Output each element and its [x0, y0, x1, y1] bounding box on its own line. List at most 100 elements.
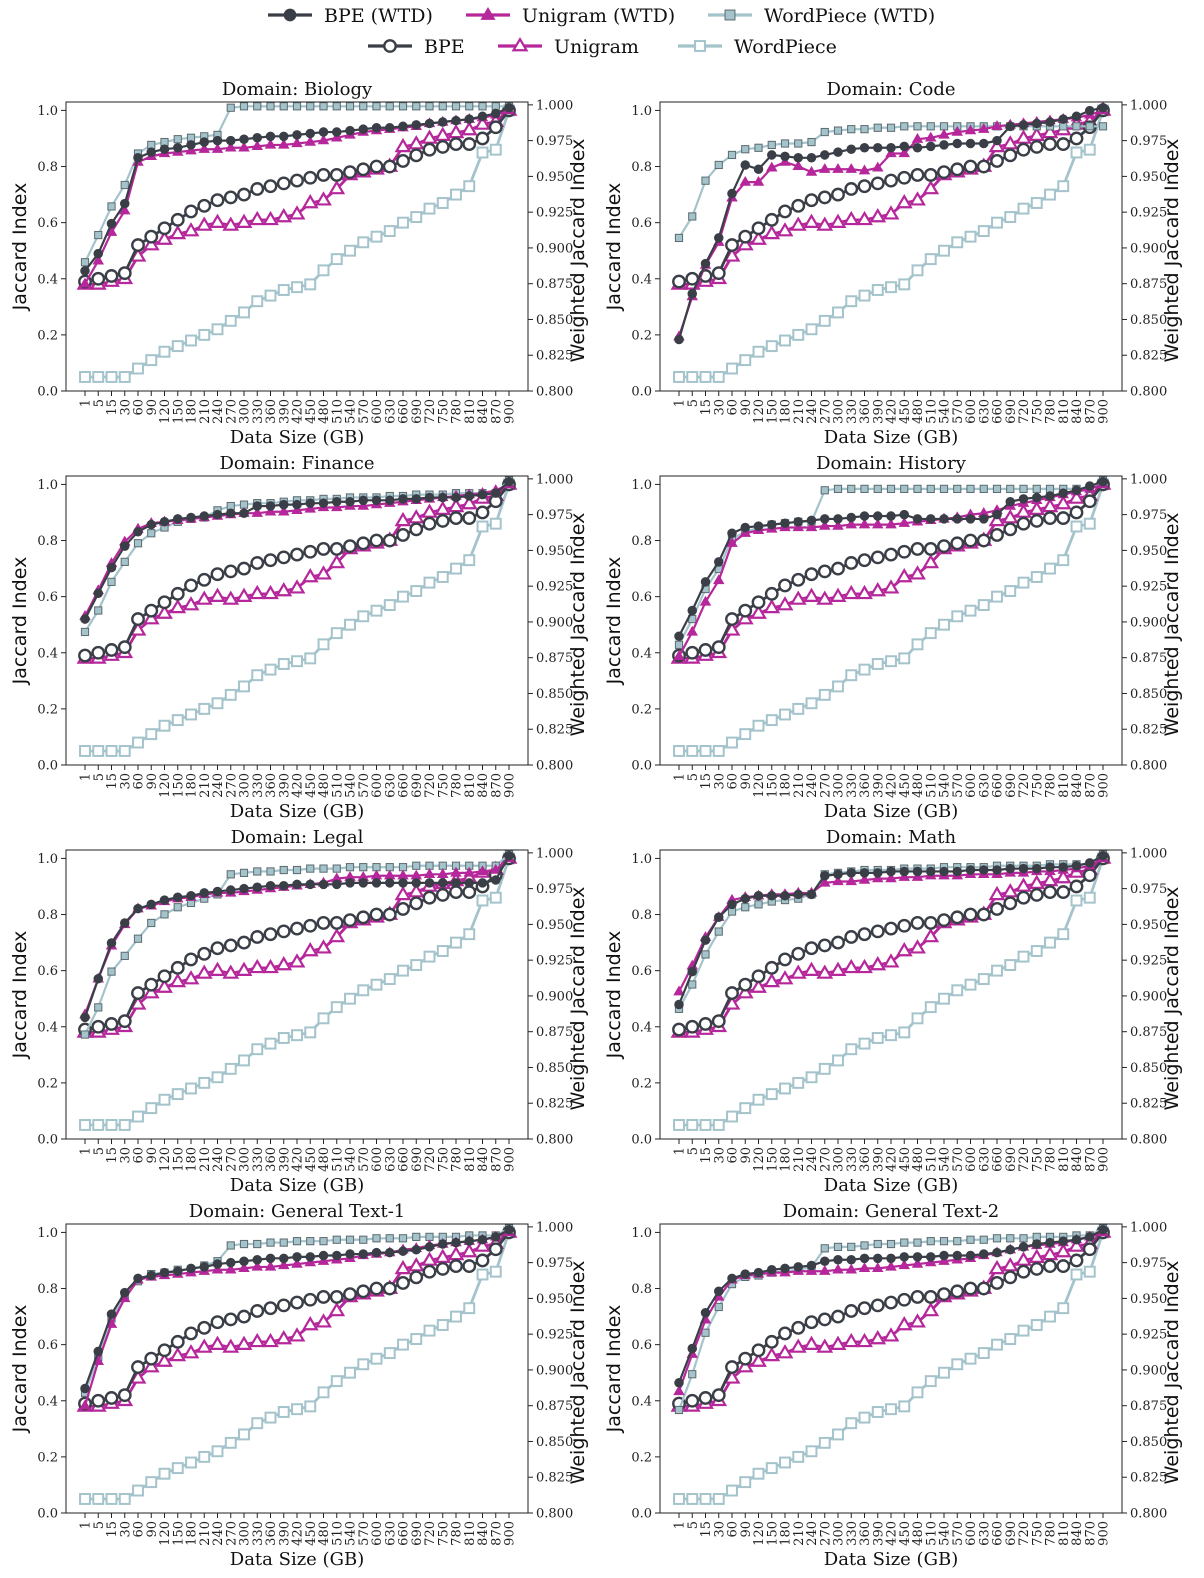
data-point-bpe-wtd	[872, 868, 883, 878]
data-point-wordpiece	[317, 638, 330, 651]
data-point-bpe	[857, 927, 872, 942]
data-point-bpe	[223, 564, 238, 579]
x-tick-label: 600	[370, 1521, 385, 1546]
data-point-wordpiece	[277, 1406, 290, 1418]
data-point-wordpiece-wtd	[319, 864, 328, 873]
x-tick-label: 420	[291, 1147, 306, 1172]
data-point-bpe	[1082, 1242, 1097, 1257]
data-point-wordpiece	[911, 1012, 924, 1025]
data-point-bpe	[290, 547, 304, 562]
series-wordpiece	[79, 1226, 515, 1505]
data-point-bpe	[817, 1312, 832, 1327]
data-point-bpe-wtd	[331, 879, 342, 890]
data-point-bpe-wtd	[925, 514, 936, 524]
data-point-unigram-wtd	[845, 163, 858, 173]
data-point-wordpiece	[739, 354, 752, 367]
x-tick-label: 840	[1070, 399, 1085, 424]
x-tick-label: 420	[885, 1521, 900, 1546]
x-tick-label: 1	[673, 1521, 688, 1529]
right-tick-label: 0.825	[536, 1471, 573, 1486]
data-point-wordpiece	[991, 216, 1003, 229]
data-point-bpe-wtd	[1018, 494, 1029, 504]
data-point-unigram	[209, 961, 226, 976]
legend-entry-bpe: BPE	[368, 36, 465, 58]
x-tick-label: 60	[726, 773, 741, 790]
data-point-wordpiece-wtd	[385, 1234, 394, 1243]
left-tick-label: 0.4	[631, 272, 652, 287]
data-point-wordpiece-wtd	[860, 125, 869, 134]
right-tick-label: 0.975	[536, 134, 573, 149]
legend-label-unigram: Unigram	[554, 36, 639, 58]
data-point-unigram	[882, 953, 900, 968]
data-point-unigram	[763, 224, 781, 240]
data-point-wordpiece	[924, 253, 937, 266]
data-point-wordpiece	[898, 652, 911, 665]
x-tick-label: 630	[977, 399, 992, 424]
data-point-bpe-wtd	[872, 511, 883, 521]
data-point-unigram-wtd	[476, 865, 489, 876]
x-tick-label: 270	[224, 399, 239, 424]
data-point-bpe-wtd	[225, 508, 236, 518]
data-point-wordpiece	[712, 1119, 725, 1131]
data-point-wordpiece-wtd	[239, 1239, 249, 1249]
data-point-unigram	[1054, 1243, 1072, 1258]
series-bpe-wtd	[80, 1224, 514, 1394]
data-point-unigram	[803, 961, 820, 976]
data-point-wordpiece	[211, 697, 224, 710]
data-point-bpe-wtd	[1031, 118, 1042, 129]
data-point-wordpiece-wtd	[239, 868, 249, 877]
data-point-bpe	[131, 1360, 145, 1375]
x-tick-label: 30	[712, 1521, 727, 1538]
data-point-bpe	[435, 139, 450, 154]
data-point-bpe-wtd	[1018, 120, 1029, 130]
data-point-unigram-wtd	[211, 143, 224, 153]
left-tick-label: 0.6	[631, 1338, 652, 1353]
data-point-unigram	[803, 1335, 820, 1350]
data-point-wordpiece-wtd	[253, 1239, 262, 1249]
data-point-wordpiece	[1030, 571, 1043, 583]
data-point-bpe-wtd	[925, 141, 936, 152]
data-point-wordpiece	[991, 590, 1003, 603]
data-point-bpe-wtd	[384, 122, 395, 133]
data-point-bpe	[157, 969, 172, 984]
x-tick-label: 510	[924, 399, 939, 424]
data-point-bpe	[237, 935, 251, 950]
data-point-wordpiece	[858, 663, 871, 676]
data-point-unigram	[856, 958, 873, 974]
data-point-unigram-wtd	[277, 138, 290, 149]
x-tick-label: 270	[224, 773, 239, 798]
x-tick-label: 30	[118, 399, 133, 416]
data-point-bpe-wtd	[700, 1307, 711, 1318]
x-tick-label: 120	[158, 773, 173, 798]
data-point-bpe-wtd	[159, 895, 170, 905]
data-point-unigram-wtd	[277, 505, 290, 516]
right-tick-label: 0.825	[1130, 1097, 1167, 1112]
data-point-bpe-wtd	[1005, 496, 1016, 507]
data-point-wordpiece-wtd	[754, 143, 763, 152]
legend-label-wordpiece-wtd: WordPiece (WTD)	[764, 5, 935, 27]
data-point-unigram	[763, 1346, 781, 1362]
data-point-wordpiece-wtd	[900, 122, 909, 131]
data-point-bpe-wtd	[437, 1239, 448, 1249]
data-point-bpe-wtd	[1031, 492, 1042, 503]
data-point-bpe	[422, 890, 437, 905]
data-point-unigram	[222, 216, 240, 231]
data-point-bpe	[449, 511, 463, 526]
left-tick-label: 0.0	[37, 1133, 58, 1148]
right-tick-label: 0.900	[536, 615, 573, 630]
data-point-wordpiece	[871, 658, 884, 670]
data-point-bpe-wtd	[1084, 1232, 1095, 1242]
right-tick-label: 0.850	[536, 1061, 573, 1076]
data-point-bpe	[738, 229, 753, 244]
x-tick-label: 90	[145, 773, 160, 790]
data-point-bpe-wtd	[371, 878, 382, 888]
plot-frame	[659, 1223, 1123, 1514]
data-point-bpe	[435, 513, 450, 528]
data-point-wordpiece	[832, 1428, 844, 1441]
data-point-wordpiece-wtd	[1072, 122, 1081, 131]
data-point-bpe-wtd	[93, 588, 104, 599]
data-point-bpe	[831, 935, 845, 950]
data-point-bpe	[1043, 137, 1057, 152]
data-point-bpe-wtd	[464, 1236, 475, 1246]
data-point-unigram	[829, 213, 847, 228]
